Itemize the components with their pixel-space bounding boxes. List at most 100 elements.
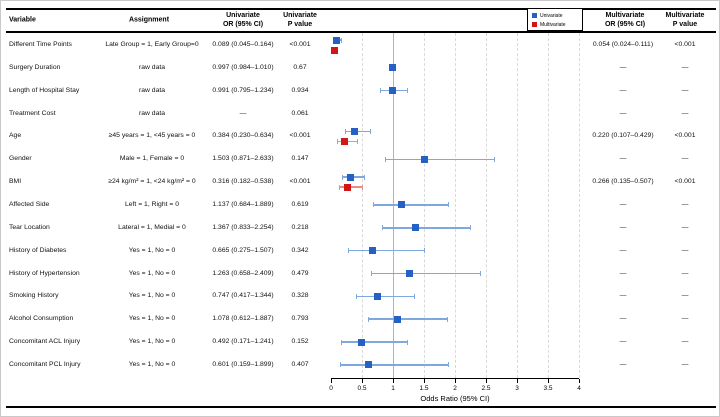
cell-multivariate-or: 0.266 (0.135–0.507): [592, 178, 654, 186]
cell-multivariate-or: —: [619, 360, 627, 368]
cell-multivariate-or: —: [619, 223, 627, 231]
univariate-ci-bar: [341, 341, 408, 343]
cell-univariate-or: 1.503 (0.871–2.633): [212, 155, 274, 163]
cell-multivariate-or: —: [619, 200, 627, 208]
cell-variable: Treatment Cost: [9, 109, 56, 117]
cell-assignment: Yes = 1, No = 0: [128, 269, 176, 277]
x-axis-tick-label: 2: [453, 385, 457, 392]
cell-assignment: Yes = 1, No = 0: [128, 360, 176, 368]
cell-multivariate-p: —: [681, 223, 689, 231]
univariate-or-marker: [412, 224, 420, 232]
multivariate-ci-cap: [361, 184, 363, 190]
cell-multivariate-or: 0.220 (0.107–0.429): [592, 132, 654, 140]
legend: Univariate Multivariate: [527, 8, 583, 31]
cell-variable: Smoking History: [9, 292, 59, 300]
cell-variable: Alcohol Consumption: [9, 315, 74, 323]
cell-assignment: Left = 1, Right = 0: [124, 200, 180, 208]
x-axis-tick-label: 4: [577, 385, 581, 392]
univariate-ci-cap: [340, 37, 342, 43]
univariate-ci-cap: [382, 225, 384, 231]
univariate-ci-bar: [356, 295, 415, 298]
univariate-ci-cap: [369, 128, 371, 134]
univariate-or-marker: [333, 36, 341, 44]
univariate-ci-bar: [382, 227, 471, 229]
cell-assignment: Lateral = 1, Medial = 0: [118, 223, 186, 231]
cell-multivariate-or: —: [619, 86, 627, 94]
cell-multivariate-p: —: [681, 292, 689, 300]
univariate-ci-cap: [384, 156, 386, 162]
x-axis-tick-label: 3.5: [543, 385, 553, 392]
x-axis-tick-label: 1: [391, 385, 395, 392]
cell-multivariate-or: —: [619, 155, 627, 163]
cell-multivariate-p: —: [681, 338, 689, 346]
cell-univariate-p: 0.619: [291, 200, 309, 208]
header-rule: [6, 30, 716, 33]
cell-univariate-or: 0.991 (0.795–1.234): [212, 86, 274, 94]
bottom-rule: [6, 405, 716, 408]
cell-multivariate-p: —: [681, 269, 689, 277]
univariate-ci-cap: [347, 248, 349, 254]
univariate-or-marker: [389, 64, 397, 72]
x-axis-title: Odds Ratio (95% CI): [420, 394, 490, 403]
cell-univariate-p: 0.152: [291, 338, 309, 346]
header-assignment: Assignment: [128, 16, 170, 24]
univariate-ci-cap: [447, 202, 449, 208]
cell-assignment: ≥24 kg/m² = 1, <24 kg/m² = 0: [108, 178, 196, 186]
cell-univariate-or: 0.384 (0.230–0.634): [212, 132, 274, 140]
x-axis-tick-label: 0.5: [357, 385, 367, 392]
univariate-or-marker: [368, 247, 376, 255]
cell-univariate-p: <0.001: [289, 178, 311, 186]
cell-assignment: Yes = 1, No = 0: [128, 246, 176, 254]
cell-assignment: Yes = 1, No = 0: [128, 338, 176, 346]
gridline: [548, 33, 549, 378]
top-rule: [6, 8, 716, 11]
gridline: [486, 33, 487, 378]
univariate-or-marker: [347, 173, 355, 181]
cell-multivariate-p: —: [681, 315, 689, 323]
multivariate-ci-cap: [357, 138, 359, 144]
univariate-ci-bar: [368, 318, 448, 320]
gridline: [579, 33, 580, 378]
cell-assignment: raw data: [138, 63, 166, 71]
univariate-ci-cap: [413, 293, 415, 299]
univariate-or-marker: [364, 361, 372, 369]
cell-multivariate-p: —: [681, 155, 689, 163]
x-axis-tick-label: 3: [515, 385, 519, 392]
univariate-ci-bar: [371, 272, 481, 275]
cell-multivariate-p: —: [681, 246, 689, 254]
cell-assignment: raw data: [138, 86, 166, 94]
x-axis-tick: [424, 379, 425, 383]
univariate-ci-cap: [341, 174, 343, 180]
cell-multivariate-or: 0.054 (0.024–0.111): [592, 41, 654, 48]
univariate-ci-bar: [373, 204, 449, 206]
univariate-or-marker: [420, 155, 428, 163]
univariate-or-marker: [351, 127, 359, 135]
cell-multivariate-or: —: [619, 246, 627, 254]
cell-assignment: ≥45 years = 1, <45 years = 0: [108, 132, 196, 140]
univariate-ci-cap: [447, 316, 449, 322]
cell-multivariate-p: <0.001: [674, 132, 696, 140]
cell-multivariate-or: —: [619, 338, 627, 346]
cell-multivariate-p: —: [681, 86, 689, 94]
x-axis-tick: [548, 379, 549, 383]
cell-multivariate-or: —: [619, 292, 627, 300]
cell-multivariate-or: —: [619, 315, 627, 323]
gridline: [362, 33, 363, 378]
legend-label-univariate: Univariate: [540, 12, 563, 19]
cell-univariate-p: <0.001: [289, 132, 311, 140]
x-axis-tick: [331, 379, 332, 383]
header-multivariate-or: Multivariate OR (95% CI): [604, 12, 646, 28]
cell-assignment: raw data: [138, 109, 166, 117]
univariate-ci-cap: [379, 88, 381, 94]
cell-multivariate-p: —: [681, 360, 689, 368]
cell-univariate-p: 0.793: [291, 315, 309, 323]
x-axis-tick: [486, 379, 487, 383]
header-univariate-or: Univariate OR (95% CI): [222, 12, 264, 28]
univariate-ci-cap: [407, 339, 409, 345]
multivariate-ci-cap: [337, 47, 339, 53]
univariate-ci-cap: [448, 362, 450, 368]
cell-univariate-or: 0.492 (0.171–1.241): [212, 338, 274, 346]
univariate-or-marker: [373, 292, 381, 300]
univariate-or-marker: [397, 201, 405, 209]
univariate-ci-cap: [371, 271, 373, 276]
